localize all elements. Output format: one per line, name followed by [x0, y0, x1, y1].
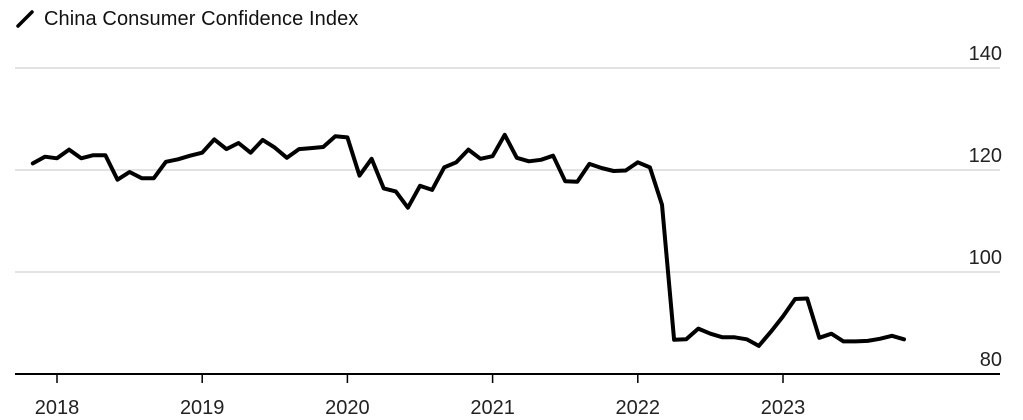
legend-line-icon	[16, 10, 34, 28]
legend-series-label: China Consumer Confidence Index	[44, 7, 359, 30]
y-tick-label-140: 140	[969, 43, 1002, 65]
x-axis: 2018 2019 2020 2021 2022 2023	[15, 373, 1000, 419]
chart-series	[30, 132, 906, 348]
x-tick-label-2018: 2018	[35, 397, 80, 419]
x-tick-label-2022: 2022	[616, 397, 661, 419]
y-tick-label-80: 80	[980, 349, 1002, 371]
chart-gridlines	[15, 67, 1000, 273]
series-line-0	[30, 132, 906, 348]
x-tick-label-2019: 2019	[180, 397, 225, 419]
y-tick-label-120: 120	[969, 145, 1002, 167]
x-tick-label-2020: 2020	[325, 397, 370, 419]
x-tick-label-2021: 2021	[470, 397, 515, 419]
chart-legend: China Consumer Confidence Index	[14, 6, 358, 32]
y-tick-label-100: 100	[969, 247, 1002, 269]
y-axis-labels: 80 100 120 140	[969, 43, 1002, 371]
x-tick-label-2023: 2023	[761, 397, 806, 419]
